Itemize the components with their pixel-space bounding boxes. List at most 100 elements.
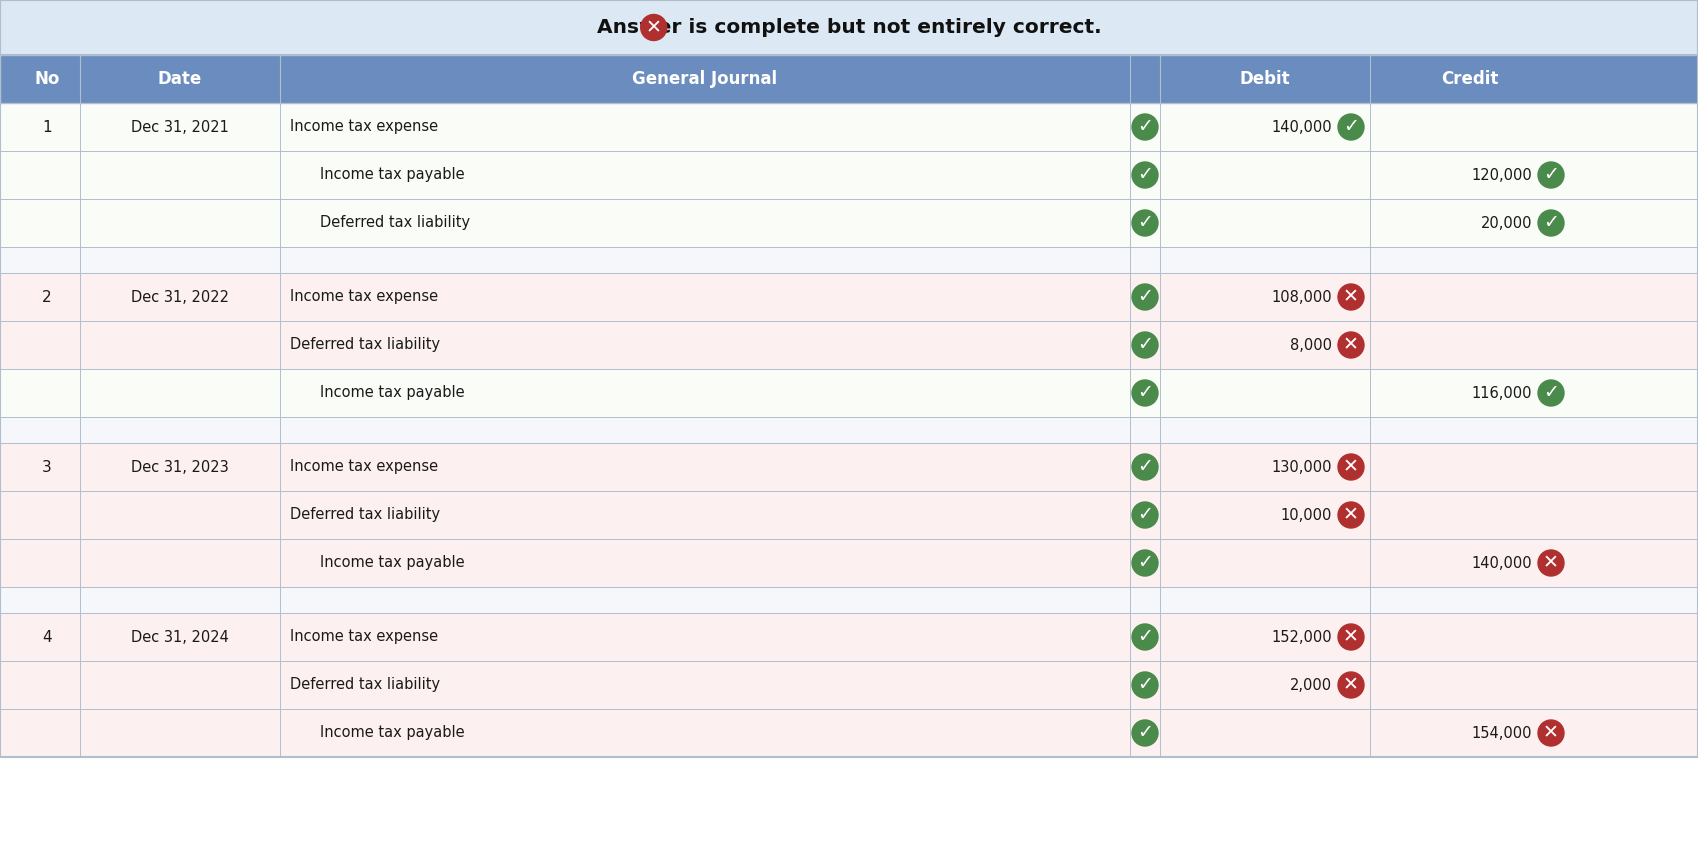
Circle shape (1338, 672, 1363, 698)
Bar (0, 443, 1698, 491)
Text: Dec 31, 2024: Dec 31, 2024 (131, 630, 229, 644)
Text: 116,000: 116,000 (1472, 385, 1532, 400)
Bar (0, 321, 1698, 369)
Circle shape (1133, 454, 1158, 480)
Text: ✕: ✕ (1343, 288, 1358, 307)
Text: 140,000: 140,000 (1272, 120, 1331, 134)
Text: Income tax expense: Income tax expense (290, 460, 438, 475)
Text: 1: 1 (42, 120, 53, 134)
Circle shape (1133, 720, 1158, 746)
Text: ✕: ✕ (1343, 335, 1358, 354)
Circle shape (1133, 284, 1158, 310)
Text: Income tax expense: Income tax expense (290, 289, 438, 305)
Circle shape (1338, 284, 1363, 310)
Circle shape (1338, 454, 1363, 480)
Bar (0, 273, 1698, 321)
Text: Deferred tax liability: Deferred tax liability (319, 216, 470, 230)
Text: Debit: Debit (1240, 70, 1290, 88)
Text: ✓: ✓ (1138, 118, 1153, 137)
Text: 20,000: 20,000 (1481, 216, 1532, 230)
Bar (0, 55, 1698, 103)
Bar (0, 0, 1698, 55)
Text: Credit: Credit (1442, 70, 1499, 88)
Text: ✓: ✓ (1138, 723, 1153, 742)
Circle shape (1133, 550, 1158, 576)
Text: 3: 3 (42, 460, 53, 475)
Text: Deferred tax liability: Deferred tax liability (290, 338, 440, 352)
Bar (0, 247, 1698, 273)
Text: ✕: ✕ (1343, 628, 1358, 647)
Text: ✕: ✕ (1543, 553, 1559, 572)
Text: General Journal: General Journal (632, 70, 778, 88)
Bar (0, 151, 1698, 199)
Bar (0, 199, 1698, 247)
Text: 120,000: 120,000 (1470, 167, 1532, 183)
Text: Income tax payable: Income tax payable (319, 726, 465, 740)
Circle shape (1133, 624, 1158, 650)
Bar (0, 103, 1698, 151)
Circle shape (1538, 162, 1564, 188)
Text: 130,000: 130,000 (1272, 460, 1331, 475)
Text: ✓: ✓ (1543, 165, 1559, 184)
Circle shape (1338, 114, 1363, 140)
Circle shape (1133, 162, 1158, 188)
Text: ✓: ✓ (1138, 288, 1153, 307)
Bar (0, 417, 1698, 443)
Text: 154,000: 154,000 (1472, 726, 1532, 740)
Bar (0, 587, 1698, 613)
Circle shape (1338, 502, 1363, 528)
Text: 2: 2 (42, 289, 53, 305)
Text: Dec 31, 2021: Dec 31, 2021 (131, 120, 229, 134)
Circle shape (1338, 332, 1363, 358)
Text: ✕: ✕ (645, 18, 662, 37)
Text: Answer is complete but not entirely correct.: Answer is complete but not entirely corr… (596, 18, 1102, 37)
Bar (0, 369, 1698, 417)
Text: ✓: ✓ (1138, 628, 1153, 647)
Text: Date: Date (158, 70, 202, 88)
Text: 2,000: 2,000 (1290, 677, 1331, 693)
Text: Deferred tax liability: Deferred tax liability (290, 677, 440, 693)
Text: Income tax expense: Income tax expense (290, 120, 438, 134)
Text: No: No (34, 70, 59, 88)
Text: 108,000: 108,000 (1272, 289, 1331, 305)
Circle shape (1133, 672, 1158, 698)
Text: 10,000: 10,000 (1280, 507, 1331, 522)
Bar (0, 709, 1698, 757)
Circle shape (1538, 380, 1564, 406)
Bar (0, 539, 1698, 587)
Text: 152,000: 152,000 (1272, 630, 1331, 644)
Circle shape (1538, 210, 1564, 236)
Circle shape (1538, 720, 1564, 746)
Text: ✓: ✓ (1343, 118, 1358, 137)
Text: 140,000: 140,000 (1472, 555, 1532, 571)
Text: ✓: ✓ (1138, 553, 1153, 572)
Text: Dec 31, 2022: Dec 31, 2022 (131, 289, 229, 305)
Text: ✓: ✓ (1543, 214, 1559, 232)
Circle shape (640, 15, 667, 41)
Text: ✓: ✓ (1138, 214, 1153, 232)
Text: Deferred tax liability: Deferred tax liability (290, 507, 440, 522)
Circle shape (1133, 332, 1158, 358)
Text: ✓: ✓ (1138, 384, 1153, 403)
Text: Income tax payable: Income tax payable (319, 385, 465, 400)
Text: Income tax payable: Income tax payable (319, 555, 465, 571)
Text: Income tax payable: Income tax payable (319, 167, 465, 183)
Circle shape (1133, 114, 1158, 140)
Circle shape (1538, 550, 1564, 576)
Circle shape (1133, 210, 1158, 236)
Text: ✓: ✓ (1543, 384, 1559, 403)
Text: 8,000: 8,000 (1290, 338, 1331, 352)
Circle shape (1338, 624, 1363, 650)
Circle shape (1133, 502, 1158, 528)
Bar (0, 661, 1698, 709)
Text: ✕: ✕ (1343, 675, 1358, 695)
Text: ✓: ✓ (1138, 675, 1153, 695)
Text: ✓: ✓ (1138, 506, 1153, 525)
Text: Dec 31, 2023: Dec 31, 2023 (131, 460, 229, 475)
Text: ✓: ✓ (1138, 457, 1153, 476)
Text: 4: 4 (42, 630, 53, 644)
Text: ✓: ✓ (1138, 165, 1153, 184)
Text: ✕: ✕ (1343, 457, 1358, 476)
Text: ✕: ✕ (1343, 506, 1358, 525)
Circle shape (1133, 380, 1158, 406)
